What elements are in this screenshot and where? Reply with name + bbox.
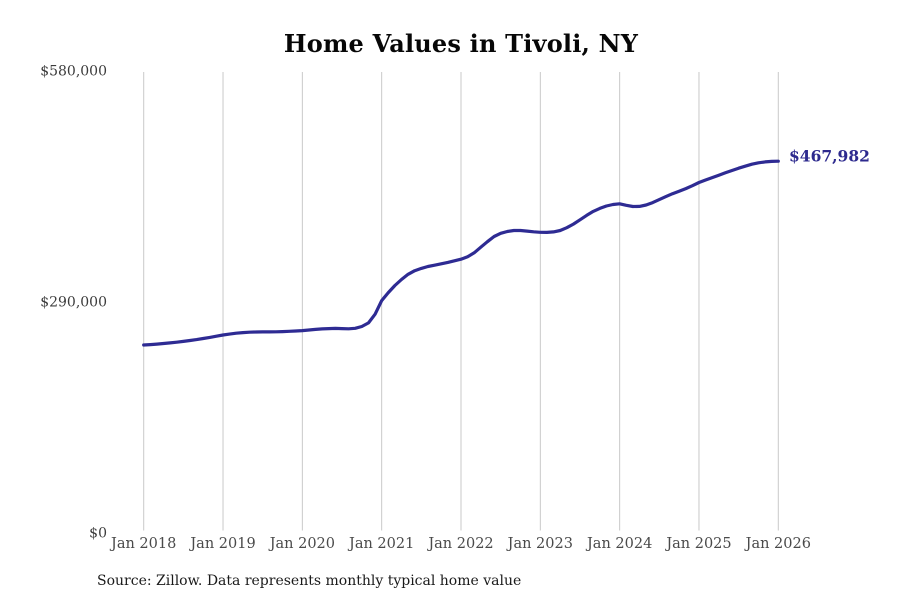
x-axis-label: Jan 2026: [745, 536, 811, 552]
x-axis-label: Jan 2020: [269, 536, 335, 552]
x-axis-label: Jan 2021: [349, 536, 415, 552]
x-axis-label: Jan 2018: [111, 536, 177, 552]
x-axis-label: Jan 2025: [666, 536, 732, 552]
y-axis-label: $0: [89, 525, 107, 542]
y-axis-label: $290,000: [40, 294, 107, 311]
source-note: Source: Zillow. Data represents monthly …: [97, 573, 522, 589]
y-axis-label: $580,000: [40, 63, 107, 80]
x-axis-label: Jan 2024: [586, 536, 653, 552]
latest-value-label: $467,982: [789, 146, 870, 166]
x-axis-label: Jan 2023: [507, 536, 573, 552]
home-value-line: [142, 159, 780, 347]
x-axis-label: Jan 2022: [428, 536, 494, 552]
x-axis-label: Jan 2019: [190, 536, 256, 552]
chart-title: Home Values in Tivoli, NY: [283, 29, 639, 58]
